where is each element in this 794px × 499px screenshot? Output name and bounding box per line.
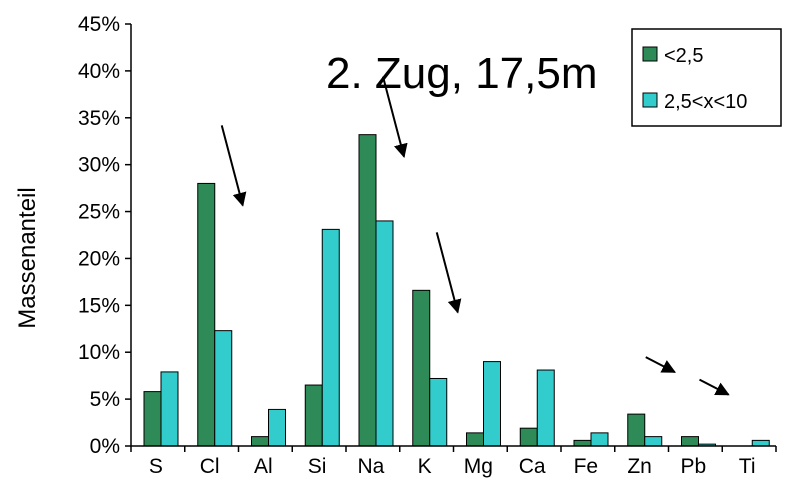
bar-Fe-series-1 [573,439,592,447]
y-tick-label: 40% [78,60,120,83]
x-category-label: Cl [200,455,220,478]
y-tick-label: 20% [78,247,120,270]
legend-swatch-series-2 [642,92,658,108]
legend-box [631,28,782,127]
x-category-label: Fe [574,455,599,478]
x-category-label: K [418,455,432,478]
bar-Na-series-1 [358,134,377,447]
y-tick-label: 10% [78,341,120,364]
bar-K-series-1 [412,289,431,447]
bar-K-series-2 [429,377,448,447]
x-category-label: Ti [739,455,756,478]
x-category-labels: S Cl Al Si Na K Mg Ca Fe Zn Pb Ti [149,455,756,478]
x-category-label: Si [308,455,327,478]
bar-Mg-series-1 [466,432,484,447]
y-tick-label: 15% [78,294,120,317]
bar-Cl-series-1 [197,182,216,447]
x-category-label: S [149,455,163,478]
y-tick-label: 45% [78,13,120,36]
bar-Mg-series-2 [483,361,501,447]
bar-S-series-2 [160,371,179,447]
x-category-label: Zn [627,455,652,478]
y-tick-label: 5% [90,388,120,411]
bar-Si-series-2 [321,228,340,447]
bar-Al-series-2 [268,408,286,447]
bar-S-series-1 [143,391,162,447]
annotation-arrows [220,76,730,396]
y-tick-label: 0% [90,435,120,458]
legend: <2,5 2,5<x<10 [631,28,782,127]
annotation-arrow-Pb [699,378,730,396]
bar-Ca-series-1 [519,427,538,447]
bars-layer [143,134,770,447]
y-tick-label: 25% [78,201,120,224]
bar-Pb-series-1 [681,436,699,447]
y-tick-label: 35% [78,107,120,130]
y-tick-label: 30% [78,154,120,177]
bar-Ca-series-2 [536,369,555,447]
bar-Si-series-1 [304,384,323,447]
y-tick-labels: 0% 5% 10% 15% 20% 25% 30% 35% 40% 45% [78,13,120,458]
x-category-label: Mg [464,455,493,478]
bar-Ti-series-2 [751,439,770,447]
y-axis-label: Massenanteil [14,187,41,328]
bar-Zn-series-1 [627,413,646,447]
bar-Fe-series-2 [590,432,609,447]
annotation-arrow-K [435,232,462,314]
legend-label-series-1: <2,5 [664,45,703,67]
x-category-label: Na [357,455,384,478]
chart-title: 2. Zug, 17,5m [326,49,597,98]
x-category-label: Al [254,455,273,478]
legend-swatch-series-1 [642,46,658,62]
bar-Zn-series-2 [644,436,663,447]
x-category-label: Ca [519,455,546,478]
axes-layer [125,23,777,452]
bar-Cl-series-2 [214,330,233,447]
annotation-arrow-Cl [220,125,247,207]
annotation-arrow-Zn [645,356,676,374]
annotation-arrow-Na [382,76,408,159]
legend-label-series-2: 2,5<x<10 [664,91,747,113]
x-category-label: Pb [681,455,707,478]
bar-Na-series-2 [375,220,394,447]
bar-Al-series-1 [251,436,269,447]
